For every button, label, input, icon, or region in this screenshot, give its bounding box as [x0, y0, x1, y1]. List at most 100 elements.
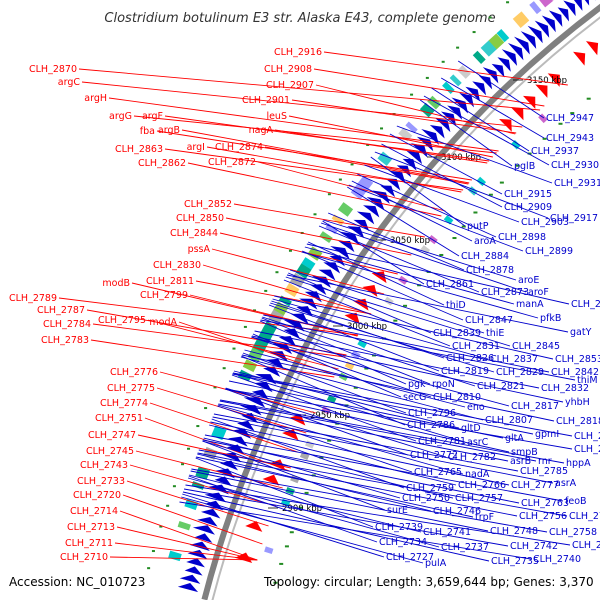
right-leader-line	[457, 60, 545, 119]
right-leader-line	[191, 468, 548, 533]
reverse-gene-marker	[501, 49, 518, 66]
right-leader-line	[389, 133, 503, 195]
reverse-gene-marker	[459, 92, 474, 108]
inner-marker	[353, 386, 358, 389]
reverse-gene-marker	[208, 484, 229, 495]
right-leader-line	[219, 400, 537, 462]
gene-label-reverse: CLH_2815	[574, 431, 600, 442]
reverse-gene-marker	[563, 0, 576, 17]
gene-label-forward: argG	[109, 111, 132, 122]
gene-label-forward: CLH_2714	[70, 506, 118, 517]
left-leader-line	[206, 146, 462, 193]
gene-label-reverse: CLH_2898	[498, 232, 546, 243]
gene-label-forward: nagA	[249, 125, 274, 136]
right-leader-line	[288, 272, 432, 334]
right-leader-line	[202, 440, 401, 499]
right-leader-line	[348, 184, 524, 252]
gene-label-reverse: CLH_2817	[511, 401, 559, 412]
feature-band-segment	[405, 121, 418, 134]
outer-marker	[425, 76, 429, 79]
gene-label-reverse: CLH_2781	[418, 436, 466, 447]
right-leader-line	[322, 220, 425, 285]
gene-label-reverse: CLH_2937	[531, 146, 579, 157]
outer-marker	[288, 249, 292, 252]
inner-marker	[439, 253, 444, 256]
gene-label-forward: CLH_2830	[153, 260, 201, 271]
forward-gene-marker	[585, 41, 599, 56]
left-leader-line	[202, 264, 372, 315]
gene-label-reverse: eno	[467, 402, 485, 413]
left-leader-line	[109, 556, 258, 561]
gene-label-reverse: CLH_2809	[574, 444, 600, 455]
left-leader-line	[323, 51, 568, 86]
kbp-tick-label: 2950 kbp	[310, 411, 350, 421]
reverse-gene-marker	[451, 97, 469, 114]
right-leader-line	[327, 212, 465, 271]
right-leader-line	[195, 457, 374, 528]
right-leader-line	[185, 484, 571, 546]
reverse-gene-marker	[573, 0, 583, 11]
feature-band-segment	[184, 498, 199, 511]
right-leader-line	[232, 372, 466, 443]
right-leader-line	[217, 405, 413, 473]
feature-band-segment	[457, 65, 471, 79]
outer-marker	[232, 347, 236, 350]
inner-marker	[279, 562, 284, 565]
gene-label-forward: CLH_2776	[110, 367, 158, 378]
feature-band-segment	[398, 127, 413, 142]
inner-marker	[403, 304, 408, 307]
gene-label-reverse: yhbH	[565, 397, 590, 408]
gene-label-forward: CLH_2799	[140, 290, 188, 301]
outer-marker	[159, 525, 163, 528]
left-leader-line	[178, 321, 336, 376]
gene-label-reverse: CLH_2832	[541, 383, 589, 394]
reverse-gene-marker	[595, 0, 596, 1]
gene-label-reverse: smpB	[511, 447, 538, 458]
inner-band-segment	[299, 451, 310, 461]
gene-label-reverse: CLH_2786	[407, 420, 455, 431]
reverse-gene-marker	[338, 240, 355, 253]
gene-label-reverse: CLH_2909	[504, 202, 552, 213]
reverse-gene-marker	[299, 298, 318, 310]
left-leader-line	[122, 494, 263, 545]
reverse-gene-marker	[330, 246, 350, 260]
gene-label-forward: CLH_2862	[138, 158, 186, 169]
gene-label-reverse: manA	[516, 299, 544, 310]
gene-label-forward: CLH_2908	[264, 64, 312, 75]
gene-label-forward: argF	[142, 111, 163, 122]
gene-label-reverse: CLH_2810	[433, 392, 481, 403]
gene-label-reverse: CLH_2740	[533, 554, 581, 565]
reverse-gene-marker	[177, 583, 199, 593]
right-leader-line	[198, 449, 568, 517]
outer-marker	[506, 1, 510, 4]
inner-marker	[327, 439, 332, 442]
gene-label-forward: pssA	[188, 244, 211, 255]
reverse-gene-marker	[478, 75, 493, 90]
backbone-arc	[201, 3, 600, 600]
gene-label-reverse: CLH_2915	[504, 189, 552, 200]
gene-label-reverse: CLH_2739	[375, 522, 423, 533]
forward-gene-marker	[262, 474, 280, 486]
right-leader-line	[301, 251, 539, 319]
gene-label-forward: CLH_2747	[88, 430, 136, 441]
inner-band-segment	[344, 361, 355, 371]
gene-label-forward: CLH_2916	[274, 47, 322, 58]
gene-label-reverse: CLH_2737	[441, 542, 489, 553]
right-leader-line	[195, 456, 474, 518]
gene-label-forward: CLH_2784	[43, 319, 91, 330]
reverse-gene-marker	[472, 81, 487, 96]
right-leader-line	[419, 99, 513, 167]
outer-marker	[213, 386, 217, 389]
outer-marker	[472, 31, 476, 34]
gene-label-reverse: CLH_2785	[520, 466, 568, 477]
feature-band-segment	[284, 282, 300, 298]
reverse-gene-marker	[440, 111, 457, 126]
right-leader-line	[259, 320, 407, 385]
left-leader-line	[149, 402, 298, 453]
right-leader-line	[190, 470, 489, 532]
reverse-gene-marker	[385, 178, 401, 191]
right-leader-line	[183, 488, 509, 547]
reverse-gene-marker	[514, 36, 530, 55]
gene-label-reverse: CLH_2750	[402, 493, 450, 504]
